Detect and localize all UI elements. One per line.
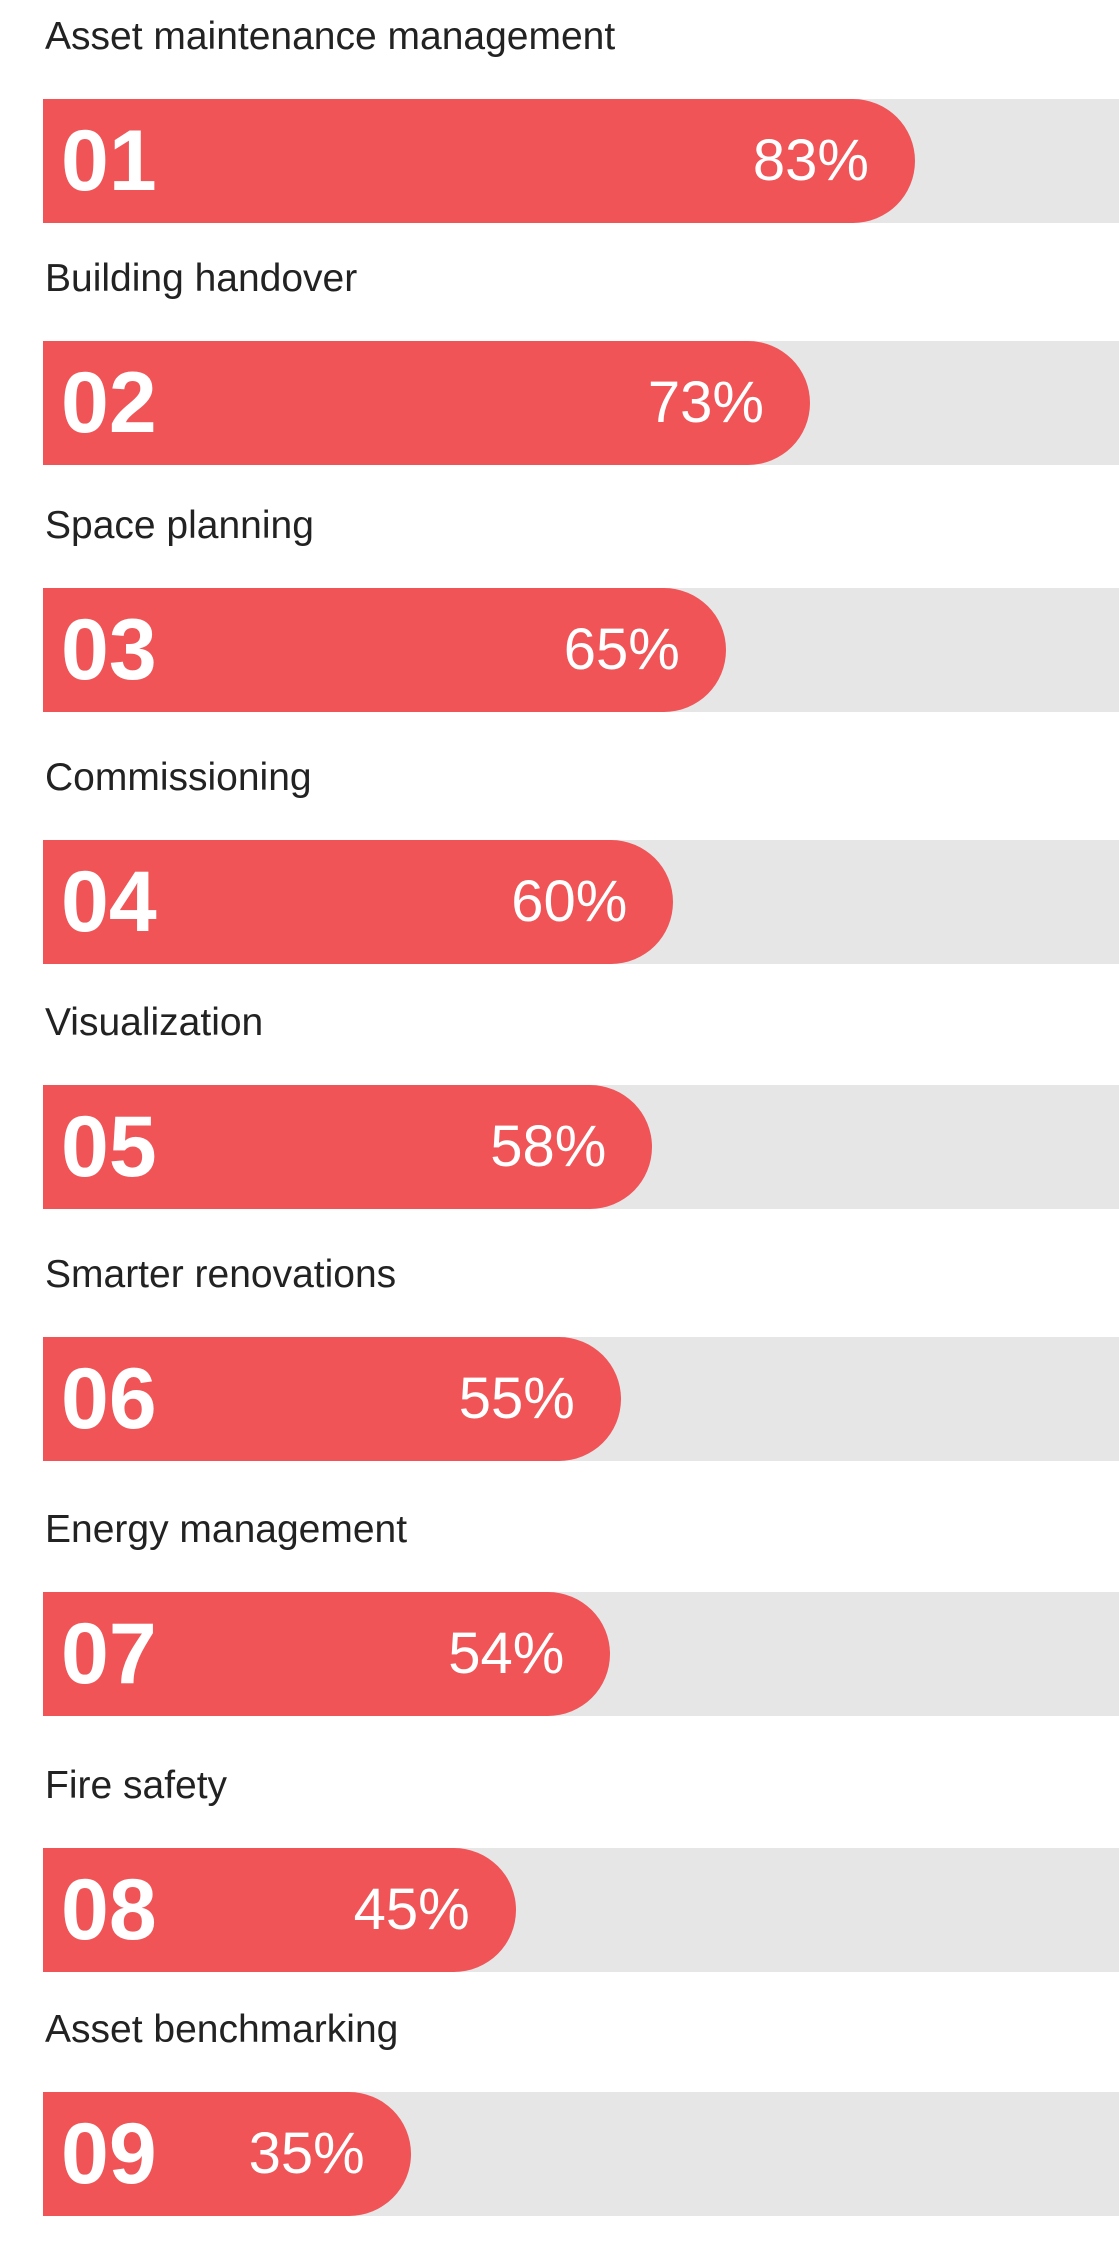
bar-index-number: 07 — [61, 1606, 157, 1702]
bar: 05 58% — [43, 1085, 653, 1209]
bar-index-number: 04 — [61, 854, 157, 950]
bar-index-number: 09 — [61, 2106, 157, 2202]
bar-index-number: 06 — [61, 1351, 157, 1447]
bar-value-label: 58% — [490, 1114, 607, 1179]
category-label: Fire safety — [45, 1764, 228, 1807]
bar-track: 08 45% — [43, 1848, 1119, 1972]
bar-index-number: 05 — [61, 1099, 157, 1195]
bar-track: 09 35% — [43, 2092, 1119, 2216]
bar-track: 07 54% — [43, 1592, 1119, 1716]
category-label: Smarter renovations — [45, 1253, 397, 1296]
category-label: Commissioning — [45, 756, 312, 799]
category-label: Visualization — [45, 1001, 264, 1044]
bar-value-label: 73% — [647, 370, 764, 435]
bar-value-label: 55% — [458, 1366, 575, 1431]
bar-value-label: 60% — [511, 869, 628, 934]
category-label: Space planning — [45, 504, 314, 547]
bar: 06 55% — [43, 1337, 621, 1461]
category-label: Energy management — [45, 1508, 408, 1551]
bar: 08 45% — [43, 1848, 516, 1972]
category-label: Asset benchmarking — [45, 2008, 399, 2051]
bar-index-number: 01 — [61, 113, 157, 209]
bar-track: 02 73% — [43, 341, 1119, 465]
bar-value-label: 65% — [563, 617, 680, 682]
bar: 04 60% — [43, 840, 674, 964]
category-label: Asset maintenance management — [45, 15, 616, 58]
bar-track: 01 83% — [43, 99, 1119, 223]
bar-index-number: 08 — [61, 1862, 157, 1958]
bar-track: 03 65% — [43, 588, 1119, 712]
bar-value-label: 35% — [248, 2121, 365, 2186]
bar-value-label: 83% — [752, 128, 869, 193]
bar: 07 54% — [43, 1592, 611, 1716]
bar-track: 04 60% — [43, 840, 1119, 964]
bar-index-number: 02 — [61, 355, 157, 451]
category-label: Building handover — [45, 257, 358, 300]
bar-track: 06 55% — [43, 1337, 1119, 1461]
bar: 01 83% — [43, 99, 915, 223]
bar-value-label: 54% — [448, 1621, 565, 1686]
bar: 02 73% — [43, 341, 810, 465]
bar-track: 05 58% — [43, 1085, 1119, 1209]
bar: 09 35% — [43, 2092, 411, 2216]
bar-index-number: 03 — [61, 602, 157, 698]
bar: 03 65% — [43, 588, 726, 712]
bar-value-label: 45% — [353, 1877, 470, 1942]
